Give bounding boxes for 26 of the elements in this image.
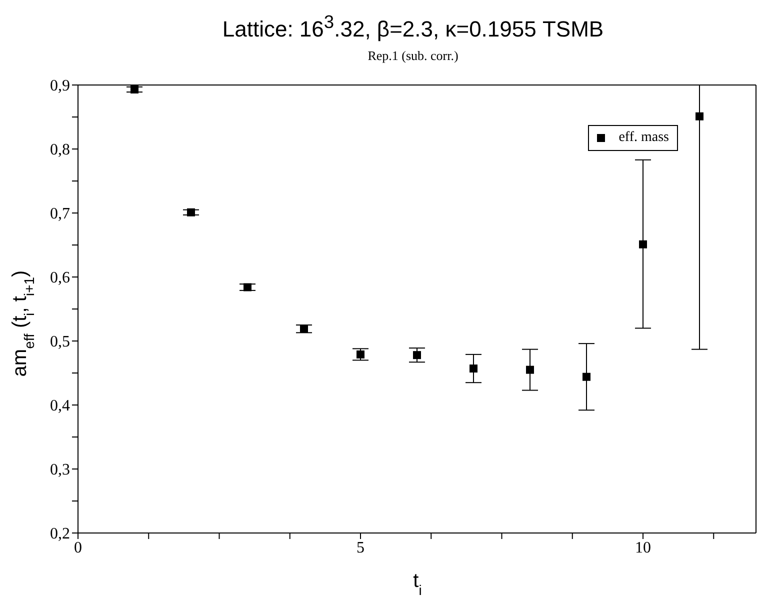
point <box>526 366 534 374</box>
point <box>413 351 421 360</box>
y-tick-label: 0,2 <box>50 526 70 544</box>
x-axis-title: t$_{i}$ <box>413 570 422 598</box>
point <box>582 373 590 382</box>
point <box>470 364 478 373</box>
y-tick-label: 0,3 <box>50 462 70 480</box>
x-tick-label: 5 <box>356 540 364 557</box>
point <box>187 208 195 217</box>
chart-subtitle: Rep.1 (sub. corr.) <box>366 47 460 66</box>
y-tick-label: 0,4 <box>50 398 70 416</box>
point <box>244 284 252 292</box>
point <box>356 350 364 359</box>
y-tick-label: 0,9 <box>50 78 70 96</box>
y-tick-label: 0,5 <box>50 334 70 352</box>
y-tick-label: 0,6 <box>50 270 70 288</box>
point <box>300 325 308 334</box>
point <box>130 86 138 94</box>
y-tick-label: 0,8 <box>50 142 70 160</box>
y-tick-label: 0,7 <box>50 206 70 224</box>
x-tick-label: 0 <box>74 540 82 557</box>
legend-label: eff. mass <box>618 129 669 148</box>
point <box>639 240 647 249</box>
point <box>696 112 704 121</box>
chart-title: Lattice: 16$^{3}$.32, β=2.3, κ=0.1955 TSMB <box>221 10 605 44</box>
x-tick-label: 10 <box>635 540 651 557</box>
